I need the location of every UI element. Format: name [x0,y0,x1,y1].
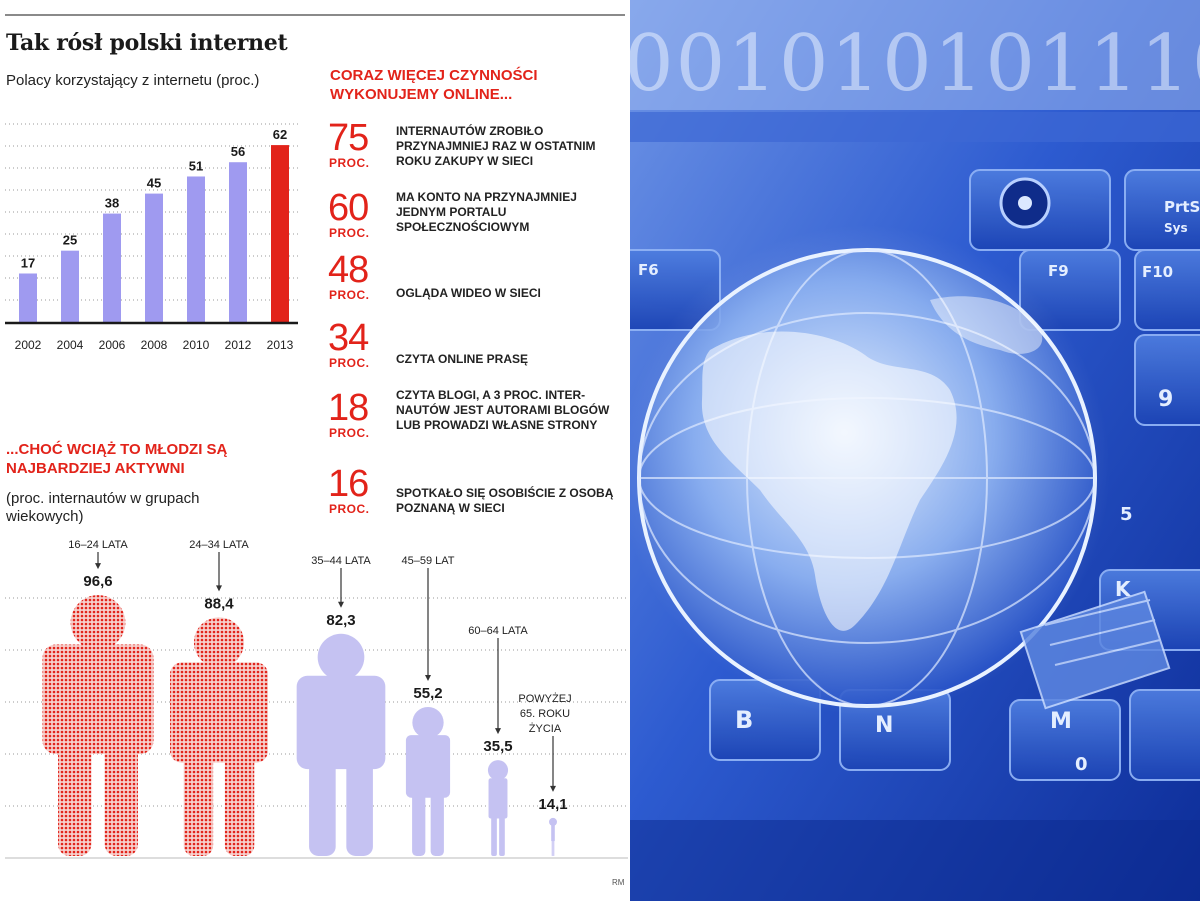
globe-keyboard-photo: 0010101011101011 F6 F9 F10 PrtSc Sys 9 5 K B N M0 [630,0,1200,901]
stat-unit: PROC. [329,426,370,440]
bar-value-label: 51 [189,158,203,173]
bar-value-label: 45 [147,176,161,191]
key-label: 0 [1075,754,1088,775]
age-heading: ...CHOĆ WCIĄŻ TO MŁODZI SĄ NAJBARDZIEJ A… [6,441,228,477]
stat-item: 18 PROC. CZYTA BLOGI, A 3 PROC. INTER-NAUT… [328,388,628,458]
key-labels: F6 F9 F10 PrtSc Sys 9 5 K B N M0 [638,198,1200,775]
globe-keyboard-illustration: 0010101011101011 F6 F9 F10 PrtSc Sys 9 5 K B N M0 [630,0,1200,901]
figure-value-label: 35,5 [483,738,512,755]
x-tick-label: 2008 [141,338,168,352]
stat-description: CZYTA BLOGI, A 3 PROC. INTER-NAUTÓW JEST… [396,388,610,432]
stat-description: OGLĄDA WIDEO W SIECI [396,286,541,300]
key-label: 5 [1120,504,1133,525]
x-tick-label: 2004 [57,338,84,352]
stat-item: 34 PROC. CZYTA ONLINE PRASĘ [328,318,628,388]
figure-5 [487,760,509,856]
bar-value-label: 25 [63,233,77,248]
figure-1 [42,595,154,856]
chart-title: Tak rósł polski internet [6,30,288,56]
bar-value-label: 38 [105,196,119,211]
stat-description: SPOTKAŁO SIĘ OSOBIŚCIE Z OSOBĄ POZNANĄ W… [396,486,614,515]
category-label: 45–59 LAT [401,555,454,567]
leader-arrow [495,728,501,735]
x-tick-label: 2010 [183,338,210,352]
leader-arrow [425,674,431,681]
internet-users-bar-chart: 17 2002 25 2004 38 2006 45 2008 51 2010 56 2012 62 20… [5,123,300,352]
key-label: N [875,713,893,738]
bar-2013 [271,145,289,322]
x-tick-label: 2013 [267,338,294,352]
category-label: 65. ROKU [520,708,570,720]
stat-item: 75 PROC. INTERNAUTÓW ZROBIŁO PRZYNAJMNIEJ … [328,118,628,188]
key-label: M [1050,709,1072,734]
key-label: PrtSc [1164,198,1200,216]
stat-item: 48 PROC. OGLĄDA WIDEO W SIECI [328,250,628,320]
key-label: K [1115,577,1132,601]
leader-arrow [216,585,222,592]
bar-value-label: 56 [231,144,245,159]
category-label: POWYŻEJ [518,692,571,705]
figure-value-label: 55,2 [413,685,442,702]
bar-value-label: 17 [21,255,35,270]
x-tick-label: 2012 [225,338,252,352]
figure-value-label: 96,6 [83,573,112,590]
figure-3 [296,633,386,856]
figure-value-label: 14,1 [538,796,567,813]
stat-value: 75 [328,117,369,159]
leader-arrow [550,785,556,792]
stat-unit: PROC. [329,356,370,370]
binary-digits: 0010101011101011 [630,19,1200,109]
infographic-panel: Tak rósł polski internet Polacy korzysta… [5,14,628,887]
category-label: 60–64 LATA [468,625,528,637]
key-label: Sys [1164,221,1188,235]
category-label: 16–24 LATA [68,539,128,551]
stat-value: 60 [328,187,369,229]
x-tick-label: 2006 [99,338,126,352]
stat-value: 48 [328,249,369,291]
stat-value: 16 [328,463,369,505]
key-label: B [735,706,753,734]
stat-unit: PROC. [329,226,370,240]
stat-description: INTERNAUTÓW ZROBIŁO PRZYNAJMNIEJ RAZ W O… [396,124,596,168]
category-label: ŻYCIA [529,722,562,735]
bar-2012 [229,162,247,322]
stat-description: MA KONTO NA PRZYNAJMNIEJ JEDNYM PORTALU … [396,190,577,234]
stat-unit: PROC. [329,502,370,516]
bar-value-label: 62 [273,127,287,142]
figure-2 [170,617,268,856]
stat-unit: PROC. [329,288,370,302]
stat-item: 60 PROC. MA KONTO NA PRZYNAJMNIEJ JEDNYM P… [328,188,628,258]
stat-value: 18 [328,387,369,429]
x-tick-label: 2002 [15,338,42,352]
top-rule [5,14,625,16]
figure-value-label: 88,4 [204,595,234,612]
category-label: 35–44 LATA [311,555,371,567]
stat-item: 16 PROC. SPOTKAŁO SIĘ OSOBIŚCIE Z OSOBĄ PO… [328,464,628,534]
bar-2010 [187,176,205,322]
key-label: F10 [1142,263,1173,281]
stats-heading: CORAZ WIĘCEJ CZYNNOŚCI WYKONUJEMY ONLINE… [330,67,538,103]
leader-arrow [95,563,101,570]
key-label: F9 [1048,262,1069,280]
age-subtitle: (proc. internautów w grupach wiekowych) [6,490,200,525]
age-groups-figure-chart: 96,6 16–24 LATA 88,4 24–34 LATA 82,3 35–44 LA… [5,539,628,859]
stat-value: 34 [328,317,369,359]
credit-text: RM [612,878,625,887]
key-label: F6 [638,261,659,279]
bar-2004 [61,250,79,322]
figure-value-label: 82,3 [326,612,355,629]
bar-2006 [103,213,121,322]
bar-2008 [145,193,163,322]
stat-unit: PROC. [329,156,370,170]
leader-arrow [338,601,344,608]
bar-2002 [19,273,37,322]
figure-4 [405,706,451,856]
key-label: 9 [1158,387,1173,412]
figure-6 [549,817,557,856]
chart-subtitle: Polacy korzystający z internetu (proc.) [6,72,260,89]
stat-description: CZYTA ONLINE PRASĘ [396,352,529,366]
category-label: 24–34 LATA [189,539,249,551]
